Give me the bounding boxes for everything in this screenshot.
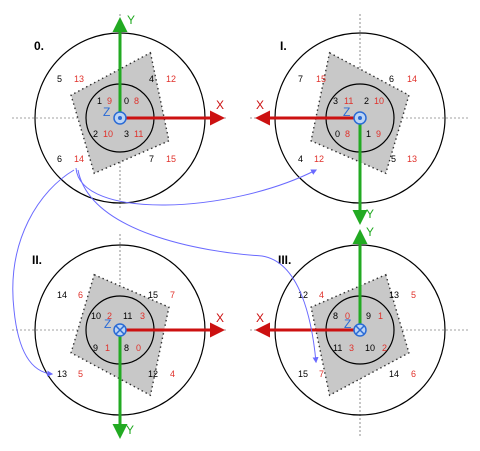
index-label: 1 (366, 129, 371, 139)
index-label: 11 (134, 129, 143, 139)
index-label: 1 (378, 311, 383, 321)
index-label: 13 (407, 154, 417, 164)
index-label: 12 (148, 369, 158, 379)
index-label: 12 (314, 154, 324, 164)
index-label: 5 (411, 290, 416, 300)
quadrant-1: Y X Z I. 7 15 6 14 5 13 4 12 3 11 2 10 1… (250, 14, 470, 225)
index-label: 3 (349, 343, 354, 353)
quadrant-title: III. (278, 253, 291, 267)
z-dot-center (118, 116, 122, 120)
quadrant-title: I. (280, 39, 287, 53)
index-label: 4 (319, 290, 324, 300)
quadrant-title: 0. (34, 39, 44, 53)
x-axis-label: X (216, 311, 224, 325)
index-label: 4 (149, 74, 154, 84)
index-label: 0 (345, 311, 350, 321)
index-label: 4 (298, 154, 303, 164)
index-label: 5 (391, 154, 396, 164)
index-label: 6 (389, 74, 394, 84)
quadrant-3: Y X Z III. 12 4 13 5 14 6 15 7 8 0 9 1 1… (250, 225, 470, 438)
index-label: 12 (298, 290, 308, 300)
quadrant-2: Y X Z II. 14 6 15 7 12 4 13 5 10 2 11 3 … (12, 234, 228, 439)
index-label: 15 (316, 74, 326, 84)
index-label: 1 (105, 343, 110, 353)
index-label: 15 (166, 154, 176, 164)
index-label: 10 (103, 129, 113, 139)
index-label: 11 (333, 343, 342, 353)
index-label: 9 (366, 311, 371, 321)
index-label: 5 (78, 369, 83, 379)
index-label: 14 (74, 154, 84, 164)
index-label: 7 (319, 369, 324, 379)
index-label: 10 (365, 343, 375, 353)
arrow-to-quadrant-3 (77, 169, 319, 364)
index-label: 8 (134, 96, 139, 106)
index-label: 8 (124, 343, 129, 353)
index-label: 8 (333, 311, 338, 321)
index-label: 9 (107, 96, 112, 106)
index-label: 7 (298, 74, 303, 84)
index-label: 6 (78, 290, 83, 300)
index-label: 13 (74, 74, 84, 84)
arrow-to-quadrant-2 (12, 169, 75, 377)
index-label: 2 (93, 129, 98, 139)
z-dot-center (358, 116, 362, 120)
index-label: 13 (389, 290, 399, 300)
x-axis-label: X (256, 98, 264, 112)
index-label: 9 (376, 129, 381, 139)
index-label: 3 (124, 129, 129, 139)
z-cross-stroke (355, 325, 365, 335)
index-label: 5 (57, 74, 62, 84)
x-axis-label: X (256, 311, 264, 325)
index-label: 6 (411, 369, 416, 379)
index-label: 2 (107, 311, 112, 321)
y-axis-label: Y (366, 207, 374, 221)
index-label: 11 (123, 311, 132, 321)
z-axis-label: Z (103, 105, 110, 119)
index-label: 3 (333, 96, 338, 106)
index-label: 15 (298, 369, 308, 379)
y-axis-label: Y (366, 225, 374, 239)
quadrant-0: Y X Z 0. 5 13 4 12 7 15 6 14 1 9 0 8 3 1… (12, 13, 228, 210)
index-label: 10 (374, 96, 384, 106)
index-label: 14 (57, 290, 67, 300)
index-label: 7 (170, 290, 175, 300)
index-label: 10 (91, 311, 101, 321)
index-label: 0 (136, 343, 141, 353)
y-axis-label: Y (127, 13, 135, 27)
y-axis-label: Y (126, 423, 134, 437)
index-label: 9 (93, 343, 98, 353)
z-axis-label: Z (344, 317, 351, 331)
index-label: 1 (97, 96, 102, 106)
x-axis-label: X (216, 98, 224, 112)
index-label: 7 (149, 154, 154, 164)
index-label: 14 (389, 369, 399, 379)
index-label: 6 (57, 154, 62, 164)
index-label: 8 (345, 129, 350, 139)
mapping-arrows (12, 167, 319, 377)
arrow-to-quadrant-1 (75, 167, 318, 206)
index-label: 13 (57, 369, 67, 379)
z-cross-stroke (115, 325, 125, 335)
index-label: 12 (166, 74, 176, 84)
index-label: 15 (148, 290, 158, 300)
index-label: 3 (140, 311, 145, 321)
index-label: 11 (344, 96, 353, 106)
index-label: 4 (170, 369, 175, 379)
index-label: 2 (364, 96, 369, 106)
index-label: 2 (382, 343, 387, 353)
z-axis-label: Z (104, 317, 111, 331)
index-label: 0 (335, 129, 340, 139)
z-axis-label: Z (343, 105, 350, 119)
index-label: 0 (124, 96, 129, 106)
index-label: 14 (407, 74, 417, 84)
quadrant-title: II. (32, 253, 42, 267)
